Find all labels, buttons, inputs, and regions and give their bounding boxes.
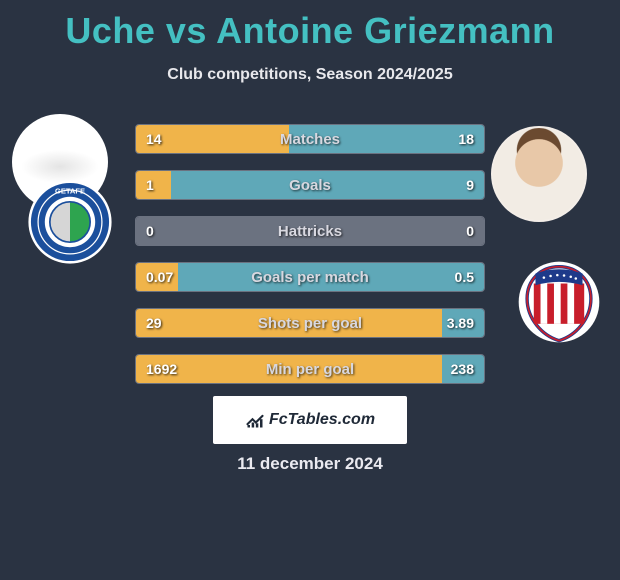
stat-value-right: 9 bbox=[456, 171, 484, 199]
stat-value-right: 0.5 bbox=[445, 263, 484, 291]
stat-value-right: 238 bbox=[441, 355, 484, 383]
stat-value-left: 0 bbox=[136, 217, 164, 245]
club-badge-left: GETAFE bbox=[28, 180, 112, 264]
stat-value-left: 14 bbox=[136, 125, 172, 153]
footer-site-text: FcTables.com bbox=[269, 411, 375, 429]
stat-value-right: 3.89 bbox=[437, 309, 484, 337]
stat-row: 293.89Shots per goal bbox=[135, 308, 485, 338]
subtitle: Club competitions, Season 2024/2025 bbox=[0, 66, 620, 84]
stat-row: 00Hattricks bbox=[135, 216, 485, 246]
page-title: Uche vs Antoine Griezmann bbox=[0, 0, 620, 52]
stat-fill-right bbox=[178, 263, 484, 291]
stat-fill-right bbox=[171, 171, 484, 199]
stats-container: 1418Matches19Goals00Hattricks0.070.5Goal… bbox=[135, 124, 485, 384]
stat-value-left: 29 bbox=[136, 309, 172, 337]
stat-value-right: 18 bbox=[448, 125, 484, 153]
stat-row: 0.070.5Goals per match bbox=[135, 262, 485, 292]
stat-row: 19Goals bbox=[135, 170, 485, 200]
stat-value-left: 1692 bbox=[136, 355, 187, 383]
atletico-badge-icon bbox=[517, 260, 601, 344]
player-right-photo bbox=[491, 126, 587, 222]
stat-value-left: 1 bbox=[136, 171, 164, 199]
getafe-badge-icon: GETAFE bbox=[28, 180, 112, 264]
stat-value-right: 0 bbox=[456, 217, 484, 245]
svg-text:GETAFE: GETAFE bbox=[55, 186, 85, 195]
player-right-placeholder bbox=[493, 128, 585, 220]
stat-fill-left bbox=[136, 309, 442, 337]
stat-row: 1418Matches bbox=[135, 124, 485, 154]
footer-date: 11 december 2024 bbox=[0, 454, 620, 474]
footer-site-badge: FcTables.com bbox=[213, 396, 407, 444]
chart-icon bbox=[245, 410, 265, 430]
stat-value-left: 0.07 bbox=[136, 263, 183, 291]
club-badge-right bbox=[517, 260, 601, 344]
stat-row: 1692238Min per goal bbox=[135, 354, 485, 384]
